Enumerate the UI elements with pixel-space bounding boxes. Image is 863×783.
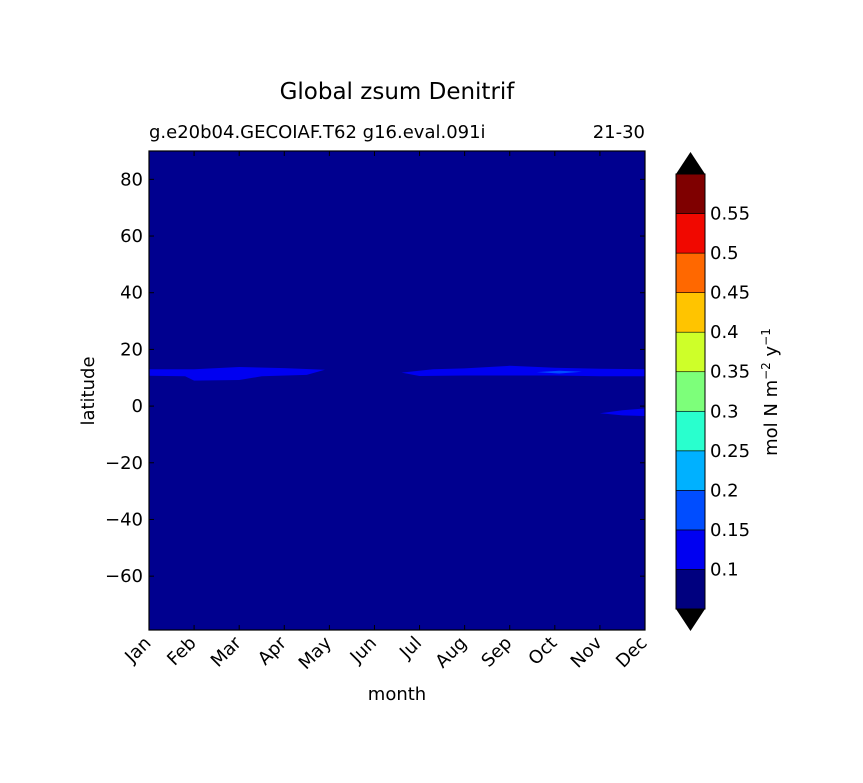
colorbar-tick-label-1: 0.15 xyxy=(710,520,750,541)
x-tick-label-10: Nov xyxy=(567,632,607,672)
chart-subtitle-left: g.e20b04.GECOIAF.T62 g16.eval.091i xyxy=(149,122,486,143)
y-tick-label-3: 20 xyxy=(120,339,143,360)
y-tick-label-1: 60 xyxy=(120,226,143,247)
colorbar-segment-0 xyxy=(675,569,706,610)
colorbar-segment-6 xyxy=(675,331,706,373)
plot-area xyxy=(148,150,646,631)
y-axis-label: latitude xyxy=(78,356,99,425)
colorbar-extend-min xyxy=(676,609,705,631)
colorbar-label-exp2: −1 xyxy=(759,328,773,346)
x-tick-label-3: Apr xyxy=(254,632,291,669)
colorbar-extend-max xyxy=(676,152,705,174)
colorbar-tick-label-3: 0.25 xyxy=(710,441,750,462)
x-tick-label-7: Aug xyxy=(431,633,471,673)
x-tick-label-0: Jan xyxy=(120,633,155,668)
colorbar-segment-2 xyxy=(675,490,706,531)
contour-region-2 xyxy=(536,370,582,374)
colorbar-label-mid: y xyxy=(761,345,782,362)
colorbar-tick-label-4: 0.3 xyxy=(710,401,739,422)
colorbar-label: mol N m−2 y−1 xyxy=(759,328,782,456)
contour-region-0 xyxy=(149,367,325,381)
x-axis-label: month xyxy=(368,684,426,705)
y-tick-label-5: −20 xyxy=(105,453,143,474)
colorbar-label-main: mol N m xyxy=(761,380,782,456)
colorbar-segment-1 xyxy=(675,529,706,570)
colorbar-tick-label-7: 0.45 xyxy=(710,283,750,304)
x-tick-label-4: May xyxy=(295,632,336,673)
colorbar-tick-label-2: 0.2 xyxy=(710,480,739,501)
y-tick-label-0: 80 xyxy=(120,169,143,190)
x-tick-label-2: Mar xyxy=(207,632,246,671)
x-tick-label-6: Jul xyxy=(395,633,426,664)
contour-region-3 xyxy=(599,408,645,416)
plot-background xyxy=(149,151,645,630)
colorbar-segment-5 xyxy=(675,371,706,412)
colorbar-frame xyxy=(675,173,706,610)
x-tick-label-11: Dec xyxy=(612,633,651,672)
y-tick-label-6: −40 xyxy=(105,509,143,530)
colorbar: 0.1 0.15 0.2 0.25 0.3 0.35 0.4 0.45 0.5 0.55 xyxy=(675,152,750,631)
y-tick-label-2: 40 xyxy=(120,283,143,304)
colorbar-tick-label-8: 0.5 xyxy=(710,243,739,264)
plot-frame xyxy=(148,150,646,631)
y-tick-label-4: 0 xyxy=(132,396,143,417)
colorbar-segment-9 xyxy=(675,213,706,254)
colorbar-tick-label-9: 0.55 xyxy=(710,204,750,225)
colorbar-tick-label-6: 0.4 xyxy=(710,322,739,343)
contour-region-1 xyxy=(401,365,645,377)
x-tick-label-8: Sep xyxy=(477,633,516,672)
colorbar-segment-10 xyxy=(675,173,706,214)
colorbar-segment-7 xyxy=(675,292,706,333)
y-axis: 80 60 40 20 0 −20 −40 −60 xyxy=(105,169,645,587)
y-tick-label-7: −60 xyxy=(105,566,143,587)
colorbar-label-exp1: −2 xyxy=(759,362,773,380)
colorbar-tick-label-5: 0.35 xyxy=(710,362,750,383)
colorbar-segment-4 xyxy=(675,410,706,452)
chart-title: Global zsum Denitrif xyxy=(280,79,516,105)
x-tick-label-9: Oct xyxy=(524,633,561,670)
colorbar-tick-label-0: 0.1 xyxy=(710,559,739,580)
x-tick-label-1: Feb xyxy=(163,633,200,670)
chart-subtitle-right: 21-30 xyxy=(593,122,645,143)
colorbar-segment-3 xyxy=(675,450,706,491)
x-tick-label-5: Jun xyxy=(346,633,381,668)
colorbar-segment-8 xyxy=(675,252,706,293)
